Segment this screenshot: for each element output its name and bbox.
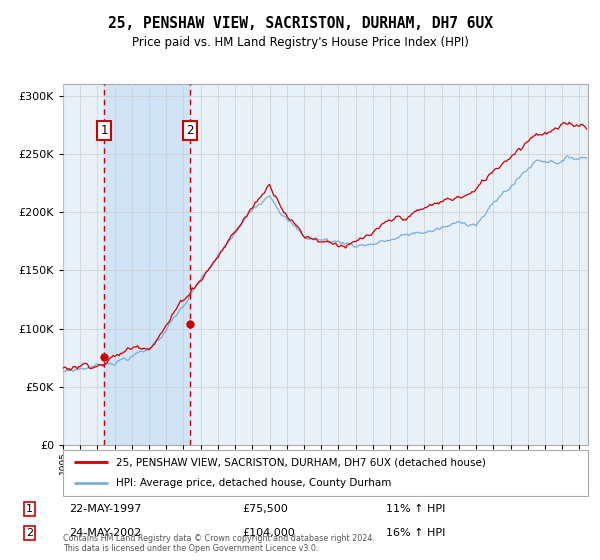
Text: £104,000: £104,000 xyxy=(242,528,295,538)
Text: Contains HM Land Registry data © Crown copyright and database right 2024.
This d: Contains HM Land Registry data © Crown c… xyxy=(63,534,375,553)
Text: 25, PENSHAW VIEW, SACRISTON, DURHAM, DH7 6UX: 25, PENSHAW VIEW, SACRISTON, DURHAM, DH7… xyxy=(107,16,493,31)
Text: 24-MAY-2002: 24-MAY-2002 xyxy=(70,528,142,538)
FancyBboxPatch shape xyxy=(63,450,588,496)
Text: 25, PENSHAW VIEW, SACRISTON, DURHAM, DH7 6UX (detached house): 25, PENSHAW VIEW, SACRISTON, DURHAM, DH7… xyxy=(115,457,485,467)
Text: 1: 1 xyxy=(26,505,33,514)
Bar xyxy=(104,84,190,445)
Text: HPI: Average price, detached house, County Durham: HPI: Average price, detached house, Coun… xyxy=(115,478,391,488)
Text: 16% ↑ HPI: 16% ↑ HPI xyxy=(386,528,446,538)
Text: 2: 2 xyxy=(26,528,33,538)
Text: 2: 2 xyxy=(186,124,194,137)
Text: 22-MAY-1997: 22-MAY-1997 xyxy=(70,505,142,514)
Text: 1: 1 xyxy=(100,124,108,137)
Text: 11% ↑ HPI: 11% ↑ HPI xyxy=(386,505,446,514)
Text: £75,500: £75,500 xyxy=(242,505,288,514)
Text: Price paid vs. HM Land Registry's House Price Index (HPI): Price paid vs. HM Land Registry's House … xyxy=(131,36,469,49)
